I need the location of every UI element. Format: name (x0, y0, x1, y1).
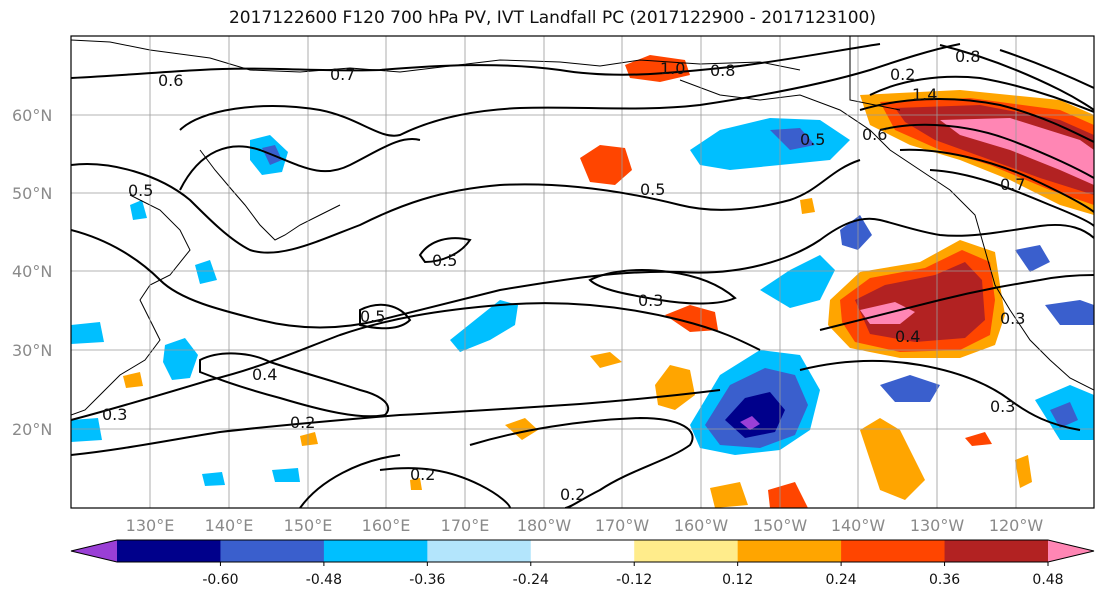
colorbar-tick-label: 0.12 (722, 572, 753, 588)
colorbar-segment (841, 540, 946, 562)
contour-label: 0.5 (360, 307, 385, 326)
colorbar (70, 539, 1095, 563)
lat-label: 50°N (12, 184, 52, 203)
colorbar-segment (427, 540, 532, 562)
lon-label: 150°E (284, 516, 333, 535)
contour-label: 0.5 (128, 181, 153, 200)
latitude-labels: 60°N 50°N 40°N 30°N 20°N (12, 106, 52, 439)
contour-label: 0.3 (1000, 309, 1025, 328)
shaded-fields (71, 55, 1094, 508)
contour-label: 0.5 (800, 130, 825, 149)
colorbar-tick-label: 0.24 (826, 572, 857, 588)
colorbar-tick-label: -0.60 (202, 572, 238, 588)
pv-contours (71, 43, 1094, 508)
colorbar-tick-label: -0.36 (409, 572, 445, 588)
longitude-labels: 130°E 140°E 150°E 160°E 170°E 180°W 170°… (126, 516, 1044, 535)
contour-label: 1.4 (912, 85, 937, 104)
lon-label: 130°E (126, 516, 175, 535)
contour-label: 0.8 (955, 47, 980, 66)
contour-label: 0.6 (158, 71, 183, 90)
contour-label: 0.2 (890, 65, 915, 84)
colorbar-segment (944, 540, 1049, 562)
lon-label: 170°E (441, 516, 490, 535)
contour-label: 0.5 (640, 180, 665, 199)
colorbar-tick-label: 0.48 (1032, 572, 1063, 588)
colorbar-extension-max (1048, 540, 1094, 562)
lon-label: 130°W (910, 516, 965, 535)
lon-label: 150°W (753, 516, 808, 535)
contour-label: 0.8 (710, 61, 735, 80)
lon-label: 180°W (517, 516, 572, 535)
colorbar-segment (220, 540, 325, 562)
contour-label: 0.3 (102, 405, 127, 424)
contour-label: 1.0 (660, 59, 685, 78)
contour-label: 0.2 (560, 485, 585, 504)
colorbar-tick-label: -0.12 (616, 572, 652, 588)
colorbar-tick-label: 0.36 (929, 572, 960, 588)
lat-label: 30°N (12, 341, 52, 360)
colorbar-tick-label: -0.48 (306, 572, 342, 588)
plot-frame (70, 35, 1095, 509)
lat-label: 40°N (12, 262, 52, 281)
map-title: 2017122600 F120 700 hPa PV, IVT Landfall… (228, 8, 876, 28)
colorbar-segment (117, 540, 221, 562)
contour-label: 0.7 (330, 65, 355, 84)
contour-label: 0.3 (990, 397, 1015, 416)
coastlines (71, 36, 1094, 416)
lat-label: 20°N (12, 420, 52, 439)
colorbar-segment (530, 540, 635, 562)
lon-label: 140°E (205, 516, 254, 535)
colorbar-segment (737, 540, 842, 562)
colorbar-segment (634, 540, 739, 562)
colorbar-extension-min (71, 540, 117, 562)
lon-label: 120°W (989, 516, 1044, 535)
contour-label: 0.6 (862, 125, 887, 144)
colorbar-tick-label: -0.24 (513, 572, 549, 588)
colorbar-outline (70, 539, 1095, 563)
lon-label: 160°E (362, 516, 411, 535)
colorbar-ticks: -0.60 -0.48 -0.36 -0.24 -0.12 0.12 0.24 0.36 0.4… (202, 562, 1064, 588)
lat-label: 60°N (12, 106, 52, 125)
contour-label: 0.2 (290, 413, 315, 432)
contour-label: 0.2 (410, 465, 435, 484)
lon-label: 170°W (595, 516, 650, 535)
contour-labels: 0.6 0.7 0.8 0.8 1.0 0.5 0.5 0.6 1.4 0.7 … (102, 47, 1025, 504)
contour-label: 0.3 (638, 291, 663, 310)
contour-label: 0.4 (252, 365, 277, 384)
lon-label: 160°W (674, 516, 729, 535)
contour-label: 0.4 (895, 327, 920, 346)
lon-label: 140°W (831, 516, 886, 535)
colorbar-segment (323, 540, 428, 562)
contour-label: 0.5 (432, 251, 457, 270)
contour-label: 0.7 (1000, 175, 1025, 194)
